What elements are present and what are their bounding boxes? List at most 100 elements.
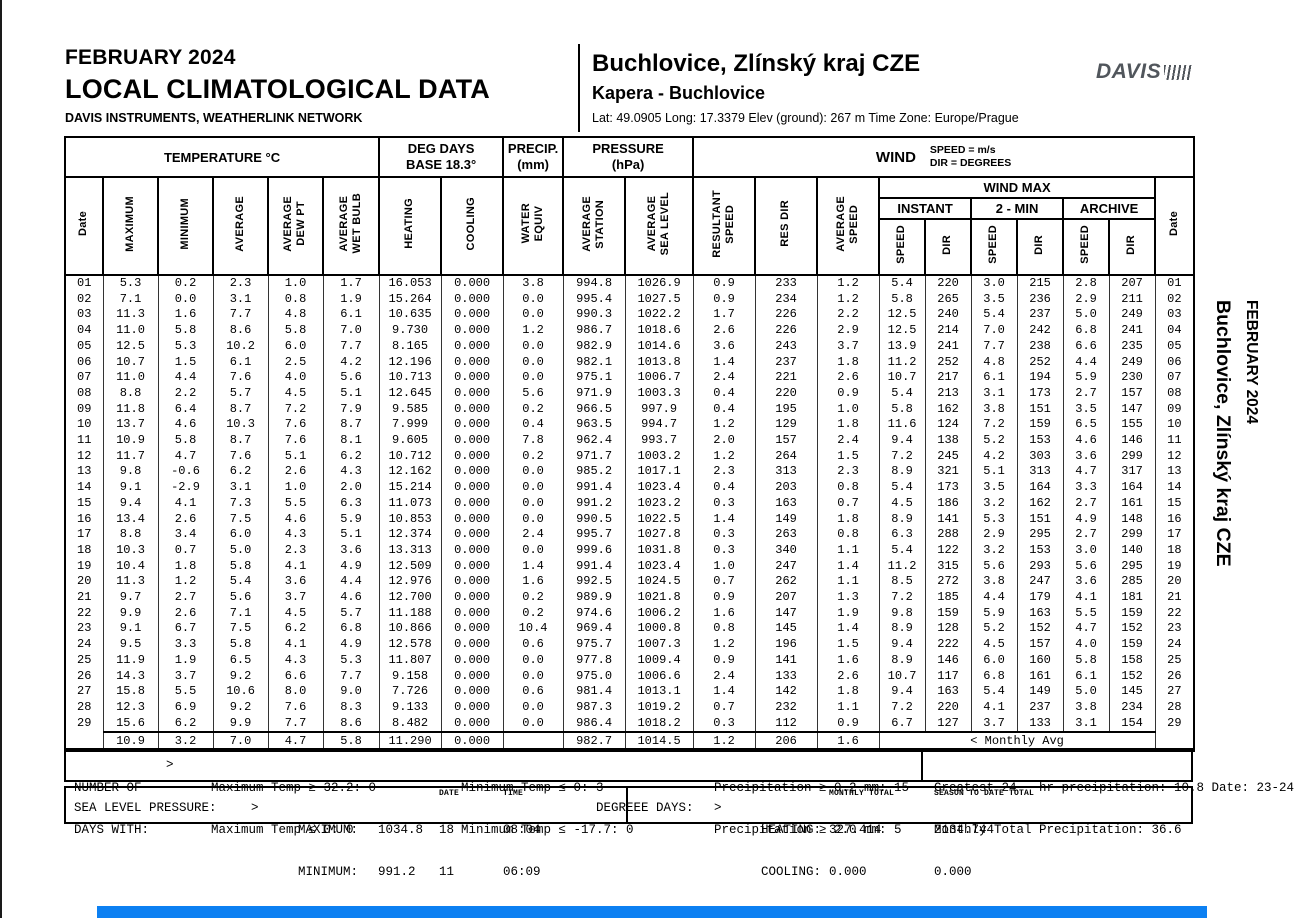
cell: 3.5 bbox=[970, 291, 1018, 308]
cell: 0.0 bbox=[502, 699, 564, 716]
col-2min-dir: DIR bbox=[1016, 218, 1065, 276]
cell: 1031.8 bbox=[624, 542, 694, 559]
cell: 8.5 bbox=[878, 574, 926, 591]
cell: 147 bbox=[754, 605, 818, 622]
cell: 962.4 bbox=[562, 433, 626, 449]
cell: 185 bbox=[924, 590, 972, 606]
cell: 285 bbox=[1108, 574, 1156, 591]
avg-cell: 0.000 bbox=[440, 731, 504, 752]
cell: 9.4 bbox=[102, 495, 159, 512]
cell: 6.0 bbox=[267, 338, 324, 355]
cell: 0.7 bbox=[692, 699, 756, 716]
cell: 4.6 bbox=[267, 511, 324, 528]
cell: 0.000 bbox=[440, 323, 504, 339]
cell: 11.3 bbox=[102, 307, 159, 324]
cell: 313 bbox=[1016, 464, 1064, 481]
cell: 288 bbox=[924, 527, 972, 543]
cell: 4.2 bbox=[322, 354, 380, 371]
cell: 12.196 bbox=[378, 354, 442, 371]
table-body: 01 5.3 0.2 2.3 1.0 1.7 16.053 0.000 3.8 994.8 1026… bbox=[64, 274, 1195, 752]
cell: 4.5 bbox=[267, 385, 324, 402]
cell: 10.7 bbox=[102, 354, 159, 371]
cell: 0.0 bbox=[502, 338, 564, 355]
cell: 27 bbox=[64, 684, 104, 700]
cell: 9.1 bbox=[102, 480, 159, 496]
davis-logo-text: DAVIS bbox=[1096, 60, 1162, 83]
cell: 117 bbox=[924, 668, 972, 685]
cell: 7.3 bbox=[212, 495, 269, 512]
cell: 215 bbox=[1016, 274, 1064, 292]
cell: 2.3 bbox=[267, 542, 324, 559]
cell: 12.3 bbox=[102, 699, 159, 716]
cell: 2.9 bbox=[970, 527, 1018, 543]
cell: 0.3 bbox=[692, 715, 756, 733]
cell: 1006.7 bbox=[624, 370, 694, 386]
cell: 1.0 bbox=[816, 401, 880, 418]
cell: 235 bbox=[1108, 338, 1156, 355]
climate-table: TEMPERATURE °C DEG DAYS BASE 18.3° PRECI… bbox=[63, 136, 1196, 753]
cell: 6.6 bbox=[1062, 338, 1110, 355]
cell: 1.8 bbox=[157, 558, 214, 575]
cell: 6.1 bbox=[212, 354, 269, 371]
cell: 221 bbox=[754, 370, 818, 386]
table-row: 28 12.3 6.9 9.2 7.6 8.3 9.133 0.000 0.0 987.3 1019… bbox=[64, 699, 1195, 716]
cell: 3.3 bbox=[157, 637, 214, 653]
cell: 22 bbox=[64, 605, 104, 622]
days-with-precip: Precipitation ≥ 0.2 mm: 15 Precipitation… bbox=[714, 781, 910, 837]
table-row: 04 11.0 5.8 8.6 5.8 7.0 9.730 0.000 1.2 986.7 1018… bbox=[64, 323, 1195, 339]
cell: 226 bbox=[754, 307, 818, 324]
cell: 971.7 bbox=[562, 448, 626, 465]
cell: 5.2 bbox=[970, 433, 1018, 449]
cell: 295 bbox=[1016, 527, 1064, 543]
cell: 237 bbox=[1016, 307, 1064, 324]
cell: 153 bbox=[1016, 542, 1064, 559]
cell: 29 bbox=[1154, 715, 1195, 733]
cell: 0.000 bbox=[440, 684, 504, 700]
cell: 12 bbox=[1154, 448, 1195, 465]
cell: 13.313 bbox=[378, 542, 442, 559]
cell: 128 bbox=[924, 621, 972, 638]
cell: 6.0 bbox=[970, 652, 1018, 669]
cell: 7.7 bbox=[322, 338, 380, 355]
col-instant-speed: SPEED bbox=[878, 218, 927, 276]
cell: 8.9 bbox=[878, 511, 926, 528]
cell: 0.8 bbox=[816, 480, 880, 496]
cell: 2.3 bbox=[816, 464, 880, 481]
cell: 155 bbox=[1108, 417, 1156, 434]
cell: 7.6 bbox=[212, 448, 269, 465]
table-row: 02 7.1 0.0 3.1 0.8 1.9 15.264 0.000 0.0 995.4 1027… bbox=[64, 291, 1195, 308]
cell: 159 bbox=[924, 605, 972, 622]
cell: 10 bbox=[1154, 417, 1195, 434]
col-average: AVERAGE bbox=[212, 176, 269, 276]
cell: 5.7 bbox=[322, 605, 380, 622]
cell: 249 bbox=[1108, 307, 1156, 324]
cell: 5.4 bbox=[878, 274, 926, 292]
cell: 4.9 bbox=[322, 637, 380, 653]
cell: 23 bbox=[64, 621, 104, 638]
cell: 6.5 bbox=[1062, 417, 1110, 434]
cell: 8.7 bbox=[212, 401, 269, 418]
side-vertical-title: FEBRUARY 2024 Buchlovice, Zlínský kraj C… bbox=[1208, 300, 1264, 720]
table-row: 14 9.1 -2.9 3.1 1.0 2.0 15.214 0.000 0.0 991.4 102… bbox=[64, 480, 1195, 496]
cell: 8.482 bbox=[378, 715, 442, 733]
cell: 112 bbox=[754, 715, 818, 733]
cell: 22 bbox=[1154, 605, 1195, 622]
cell: 1.1 bbox=[816, 542, 880, 559]
table-row: 13 9.8 -0.6 6.2 2.6 4.3 12.162 0.000 0.0 985.2 101… bbox=[64, 464, 1195, 481]
cell: 25 bbox=[1154, 652, 1195, 669]
cell: 10.3 bbox=[212, 417, 269, 434]
cell: 0.2 bbox=[502, 605, 564, 622]
cell: 152 bbox=[1108, 668, 1156, 685]
col-maximum: MAXIMUM bbox=[102, 176, 159, 276]
cell: 28 bbox=[64, 699, 104, 716]
cell: 9.4 bbox=[878, 684, 926, 700]
cell: 0.000 bbox=[440, 401, 504, 418]
cell: 2.7 bbox=[1062, 385, 1110, 402]
cell: 2.2 bbox=[157, 385, 214, 402]
cell: 974.6 bbox=[562, 605, 626, 622]
cell: 8.9 bbox=[878, 464, 926, 481]
slp-time-caption: TIME bbox=[503, 789, 524, 798]
col-archive-dir: DIR bbox=[1108, 218, 1157, 276]
cell: -0.6 bbox=[157, 464, 214, 481]
cell: 203 bbox=[754, 480, 818, 496]
